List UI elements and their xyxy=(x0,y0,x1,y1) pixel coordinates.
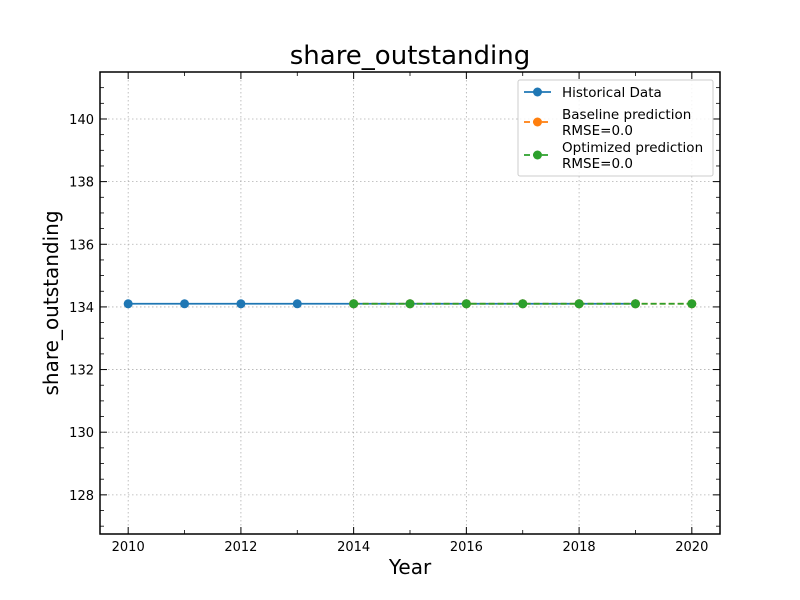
legend-label-1: Baseline prediction xyxy=(562,107,691,123)
x-tick-label: 2020 xyxy=(675,540,708,555)
data-point xyxy=(292,299,302,309)
axis-ticks: 2010 2012 2014 2016 2018 2020 128 130 132 134 136 1… xyxy=(69,71,720,555)
y-tick-label: 130 xyxy=(69,426,94,441)
x-tick-label: 2018 xyxy=(563,540,596,555)
x-tick-label: 2014 xyxy=(337,540,370,555)
y-axis-label: share_outstanding xyxy=(39,210,63,395)
y-tick-label: 134 xyxy=(69,301,94,316)
chart-title: share_outstanding xyxy=(290,41,531,71)
data-point xyxy=(687,299,697,309)
data-point xyxy=(461,299,471,309)
legend-label-1-line2: RMSE=0.0 xyxy=(562,123,633,139)
data-point xyxy=(180,299,190,309)
data-point xyxy=(518,299,528,309)
series-2 xyxy=(349,299,697,309)
legend-marker-1 xyxy=(533,117,542,127)
data-point xyxy=(574,299,584,309)
legend-label-0: Historical Data xyxy=(562,85,662,101)
y-tick-label: 140 xyxy=(69,113,94,128)
legend-marker-2 xyxy=(533,150,542,160)
series-layer xyxy=(123,299,697,309)
y-tick-label: 138 xyxy=(69,176,94,191)
data-point xyxy=(123,299,133,309)
legend-marker-0 xyxy=(533,87,542,97)
legend-label-2: Optimized prediction xyxy=(562,140,703,156)
y-tick-label: 136 xyxy=(69,238,94,253)
x-tick-label: 2010 xyxy=(112,540,145,555)
legend-label-2-line2: RMSE=0.0 xyxy=(562,156,633,172)
x-axis-label: Year xyxy=(388,555,432,579)
data-point xyxy=(405,299,415,309)
data-point xyxy=(630,299,640,309)
data-point xyxy=(349,299,359,309)
x-tick-label: 2012 xyxy=(224,540,257,555)
legend-box xyxy=(517,79,714,177)
y-tick-label: 128 xyxy=(69,489,94,504)
data-point xyxy=(236,299,246,309)
x-tick-label: 2016 xyxy=(450,540,483,555)
y-tick-label: 132 xyxy=(69,364,94,379)
